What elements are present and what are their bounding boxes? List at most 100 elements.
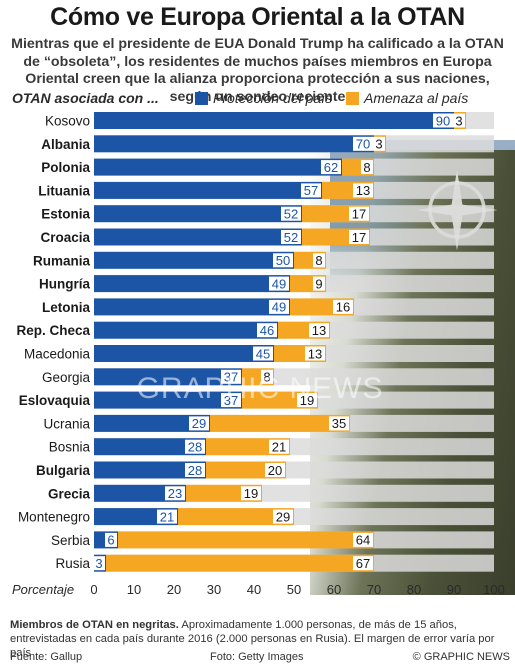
category-label: Eslovaquia	[19, 393, 91, 408]
value-box-threat	[373, 136, 385, 151]
value-label-protection: 37	[224, 393, 238, 408]
watermark: GRAPHIC NEWS	[136, 372, 384, 405]
value-box-protection	[221, 393, 241, 408]
value-box-protection	[257, 323, 277, 338]
value-box-protection	[105, 532, 117, 547]
bar-protection	[94, 345, 274, 362]
value-box-threat	[309, 323, 329, 338]
category-label: Kosovo	[45, 114, 90, 129]
value-label-protection: 52	[284, 230, 298, 245]
footer: Fuente: Gallup Foto: Getty Images © GRAP…	[10, 651, 510, 667]
bar-protection	[94, 321, 278, 339]
footer-credit: © GRAPHIC NEWS	[412, 651, 510, 663]
bar-protection	[94, 181, 322, 199]
value-label-threat: 13	[312, 323, 326, 338]
value-label-threat: 19	[300, 393, 314, 408]
value-box-threat	[353, 556, 373, 571]
x-axis-label: Porcentaje	[12, 582, 74, 597]
category-label: Georgia	[42, 370, 91, 385]
value-box-protection	[253, 346, 273, 361]
value-box-threat	[269, 439, 289, 454]
category-label: Rumania	[33, 253, 91, 268]
value-label-threat: 64	[356, 533, 370, 548]
bar-threat	[178, 508, 294, 526]
value-label-protection: 62	[324, 160, 338, 175]
x-tick-label: 10	[127, 582, 141, 597]
category-label: Rusia	[55, 556, 90, 571]
value-box-protection	[353, 136, 373, 151]
category-label: Ucrania	[43, 416, 90, 431]
value-label-protection: 29	[192, 416, 206, 431]
value-box-protection	[185, 463, 205, 477]
bar-protection	[94, 391, 242, 409]
legend-label-threat: Amenaza al país	[364, 90, 469, 106]
value-box-threat	[273, 509, 293, 524]
value-label-protection: 49	[272, 300, 286, 315]
footer-photo: Foto: Getty Images	[210, 651, 304, 663]
bar-protection	[94, 205, 302, 223]
value-box-threat	[297, 393, 317, 408]
value-box-threat	[349, 206, 369, 221]
footnote-bold: Miembros de OTAN en negritas.	[10, 619, 179, 631]
value-label-threat: 19	[244, 486, 258, 501]
category-label: Estonia	[41, 207, 90, 222]
category-label: Croacia	[40, 230, 90, 245]
bar-protection	[94, 438, 206, 456]
value-box-threat	[353, 183, 373, 198]
x-tick-label: 70	[367, 582, 381, 597]
value-label-threat: 29	[276, 509, 290, 524]
value-box-threat	[361, 160, 373, 175]
x-tick-label: 80	[407, 582, 421, 597]
value-label-protection: 6	[107, 533, 114, 548]
page-title: Cómo ve Europa Oriental a la OTAN	[50, 3, 465, 31]
value-label-protection: 57	[304, 183, 318, 198]
category-label: Hungría	[39, 277, 90, 292]
bar-threat	[106, 554, 374, 572]
value-label-threat: 8	[315, 253, 322, 268]
category-label: Grecia	[48, 486, 91, 501]
value-box-protection	[157, 509, 177, 524]
x-tick-label: 50	[287, 582, 301, 597]
value-label-threat: 13	[308, 346, 322, 361]
bar-protection	[94, 484, 186, 502]
value-label-threat: 67	[356, 556, 370, 571]
value-box-protection	[321, 160, 341, 175]
value-box-protection	[165, 486, 185, 501]
x-tick-label: 40	[247, 582, 261, 597]
category-label: Rep. Checa	[16, 323, 90, 338]
value-box-threat	[261, 369, 273, 384]
bar-protection	[94, 158, 342, 176]
value-label-threat: 17	[352, 207, 366, 222]
bar-protection	[94, 414, 210, 432]
value-box-protection	[433, 113, 453, 128]
bar-protection	[94, 135, 374, 153]
value-label-threat: 16	[336, 300, 350, 315]
category-label: Lituania	[38, 183, 90, 198]
value-label-threat: 35	[332, 416, 346, 431]
category-label: Montenegro	[18, 510, 90, 525]
x-tick-label: 0	[90, 582, 97, 597]
footnote: Miembros de OTAN en negritas. Aproximada…	[10, 618, 510, 660]
subtitle: Mientras que el presidente de EUA Donald…	[11, 36, 504, 105]
x-tick-label: 60	[327, 582, 341, 597]
legend: OTAN asociada con ... Protección del paí…	[12, 90, 507, 108]
bar-protection	[94, 298, 290, 316]
value-box-threat	[329, 416, 349, 431]
category-label: Bulgaria	[36, 463, 91, 478]
value-box-threat	[313, 253, 325, 268]
value-label-threat: 20	[268, 463, 282, 478]
legend-heading: OTAN asociada con ...	[12, 90, 159, 106]
legend-swatch-threat	[346, 92, 359, 105]
value-box-protection	[281, 206, 301, 221]
value-label-protection: 50	[276, 253, 290, 268]
category-label: Serbia	[51, 533, 91, 548]
value-box-protection	[269, 299, 289, 314]
value-label-protection: 46	[260, 323, 274, 338]
value-label-threat: 17	[352, 230, 366, 245]
category-label: Bosnia	[49, 440, 91, 455]
value-label-threat: 8	[263, 370, 270, 385]
value-label-threat: 8	[363, 160, 370, 175]
bar-threat	[210, 414, 350, 432]
value-box-threat	[265, 463, 285, 477]
